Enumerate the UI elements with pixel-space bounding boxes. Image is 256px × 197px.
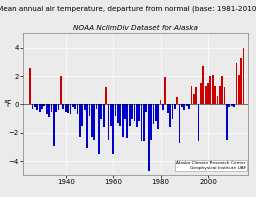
Bar	[190, 86, 192, 104]
Bar	[134, 104, 135, 121]
Bar	[44, 104, 45, 106]
Bar	[240, 58, 242, 104]
Bar	[155, 104, 157, 121]
Bar	[200, 83, 202, 104]
Bar	[198, 104, 199, 141]
Bar	[55, 104, 57, 112]
Bar	[89, 104, 90, 116]
Bar	[138, 104, 140, 121]
Bar	[167, 104, 169, 113]
Bar	[70, 104, 71, 114]
Bar	[119, 104, 121, 126]
Bar	[233, 104, 235, 107]
Bar	[34, 104, 36, 107]
Bar	[98, 104, 100, 154]
Bar	[212, 75, 214, 104]
Bar	[58, 104, 59, 110]
Bar	[124, 104, 126, 119]
Bar	[179, 104, 180, 143]
Bar	[169, 104, 171, 127]
Bar	[117, 104, 119, 123]
Bar	[129, 104, 131, 126]
Bar	[181, 104, 183, 107]
Bar	[176, 97, 178, 104]
Bar	[221, 76, 223, 104]
Bar	[183, 104, 185, 110]
Bar	[162, 104, 164, 110]
Bar	[157, 104, 159, 128]
Bar	[150, 104, 152, 140]
Bar	[74, 104, 76, 109]
Bar	[160, 100, 162, 104]
Bar	[238, 75, 240, 104]
Bar	[100, 104, 102, 119]
Bar	[122, 104, 124, 137]
Bar	[112, 104, 114, 154]
Bar	[188, 104, 190, 109]
Bar	[67, 104, 69, 113]
Bar	[93, 104, 95, 140]
Bar	[153, 104, 154, 124]
Bar	[164, 77, 166, 104]
Bar	[62, 104, 64, 109]
Bar	[174, 104, 176, 109]
Text: Mean annual air temperature, departure from normal (base: 1981-2010): Mean annual air temperature, departure f…	[0, 6, 256, 12]
Bar	[79, 104, 81, 137]
Bar	[148, 104, 150, 171]
Bar	[186, 104, 188, 106]
Y-axis label: °F: °F	[3, 100, 11, 109]
Bar	[217, 96, 218, 104]
Bar	[32, 104, 34, 109]
Bar	[205, 86, 207, 104]
Bar	[39, 104, 40, 112]
Bar	[65, 104, 67, 112]
Bar	[115, 104, 116, 116]
Bar	[172, 104, 173, 119]
Bar	[145, 104, 147, 112]
Bar	[131, 104, 133, 119]
Bar	[214, 86, 216, 104]
Bar	[219, 86, 221, 104]
Bar	[236, 63, 237, 104]
Bar	[77, 104, 79, 114]
Bar	[29, 68, 31, 104]
Bar	[105, 87, 107, 104]
Bar	[243, 48, 244, 104]
Bar	[53, 104, 55, 146]
Bar	[41, 104, 43, 109]
Bar	[202, 66, 204, 104]
Bar	[36, 104, 38, 110]
Bar	[193, 95, 195, 104]
Bar	[207, 83, 209, 104]
Bar	[91, 104, 93, 137]
Bar	[231, 104, 233, 106]
Bar	[72, 104, 74, 107]
Bar	[226, 104, 228, 140]
Bar	[228, 104, 230, 107]
Text: Alaska Climate Research Center
Geophysical Institute UAF: Alaska Climate Research Center Geophysic…	[176, 161, 246, 170]
Bar	[209, 76, 211, 104]
Bar	[51, 104, 52, 112]
Bar	[84, 104, 86, 110]
Bar	[108, 104, 109, 140]
Bar	[46, 104, 48, 114]
Bar	[60, 76, 62, 104]
Text: NOAA NclimDiv Dataset for Alaska: NOAA NclimDiv Dataset for Alaska	[73, 25, 198, 31]
Bar	[110, 104, 112, 126]
Bar	[224, 87, 226, 104]
Bar	[103, 104, 104, 127]
Bar	[81, 104, 83, 126]
Bar	[86, 104, 88, 148]
Bar	[96, 104, 98, 109]
Bar	[143, 104, 145, 141]
Bar	[141, 104, 143, 141]
Bar	[126, 104, 128, 138]
Bar	[48, 104, 50, 117]
Bar	[136, 104, 138, 127]
Bar	[195, 87, 197, 104]
